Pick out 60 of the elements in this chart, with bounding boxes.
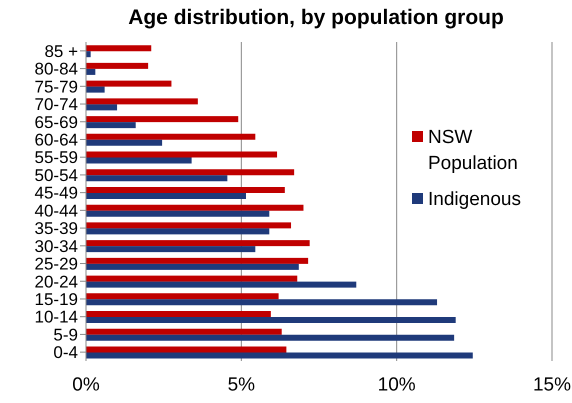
bar <box>86 192 246 199</box>
bar <box>86 210 270 217</box>
y-tick-label: 20-24 <box>34 272 78 292</box>
bar <box>86 158 192 164</box>
bar <box>86 68 96 75</box>
bar <box>86 86 105 93</box>
bar <box>86 228 270 234</box>
bar <box>86 186 285 193</box>
y-tick-label: 75-79 <box>34 77 78 96</box>
y-tick-label: 30-34 <box>34 236 78 256</box>
legend-label: Indigenous <box>428 188 521 212</box>
bar <box>86 299 438 306</box>
bar <box>86 80 172 87</box>
bar <box>86 175 228 182</box>
x-tick-label: 15% <box>532 374 572 396</box>
bar <box>86 240 310 246</box>
y-tick-label: 55-59 <box>34 148 78 168</box>
y-tick-label: 10-14 <box>34 308 78 327</box>
y-tick-label: 15-19 <box>34 290 78 310</box>
bar <box>86 134 256 140</box>
y-tick-label: 45-49 <box>34 184 78 203</box>
bar <box>86 258 308 264</box>
y-tick-label: 35-39 <box>34 219 78 238</box>
bar <box>86 317 456 324</box>
x-tick-label: 0% <box>72 374 100 396</box>
bar <box>86 122 136 128</box>
legend-label: NSW Population <box>428 126 519 176</box>
bar <box>86 222 292 228</box>
y-tick-label: 60-64 <box>34 130 78 150</box>
bar <box>86 293 279 300</box>
bar <box>86 116 238 122</box>
y-tick-label: 80-84 <box>34 60 78 79</box>
bar <box>86 204 304 211</box>
bar <box>86 352 473 358</box>
bar <box>86 311 271 318</box>
bar <box>86 152 278 158</box>
bar <box>86 282 356 288</box>
y-tick-label: 50-54 <box>34 166 78 185</box>
bar <box>86 334 454 341</box>
bar <box>86 346 286 352</box>
y-tick-label: 65-69 <box>34 112 78 132</box>
x-tick-label: 5% <box>228 374 256 396</box>
bar <box>86 104 118 110</box>
y-tick-label: 70-74 <box>34 95 78 114</box>
bar <box>86 169 294 176</box>
bar <box>86 328 282 335</box>
x-tick-label: 10% <box>378 374 416 396</box>
y-tick-label: 85 + <box>44 42 78 61</box>
y-tick-label: 40-44 <box>34 201 78 220</box>
bar <box>86 246 256 252</box>
bar <box>86 276 298 282</box>
bar <box>86 140 162 146</box>
bar <box>86 98 198 104</box>
y-tick-label: 0-4 <box>53 343 78 362</box>
y-tick-label: 25-29 <box>34 254 78 274</box>
y-tick-label: 5-9 <box>53 325 78 344</box>
bar <box>86 264 299 270</box>
chart-title: Age distribution, by population group <box>127 6 505 30</box>
bar <box>86 62 148 69</box>
bar <box>86 45 152 52</box>
